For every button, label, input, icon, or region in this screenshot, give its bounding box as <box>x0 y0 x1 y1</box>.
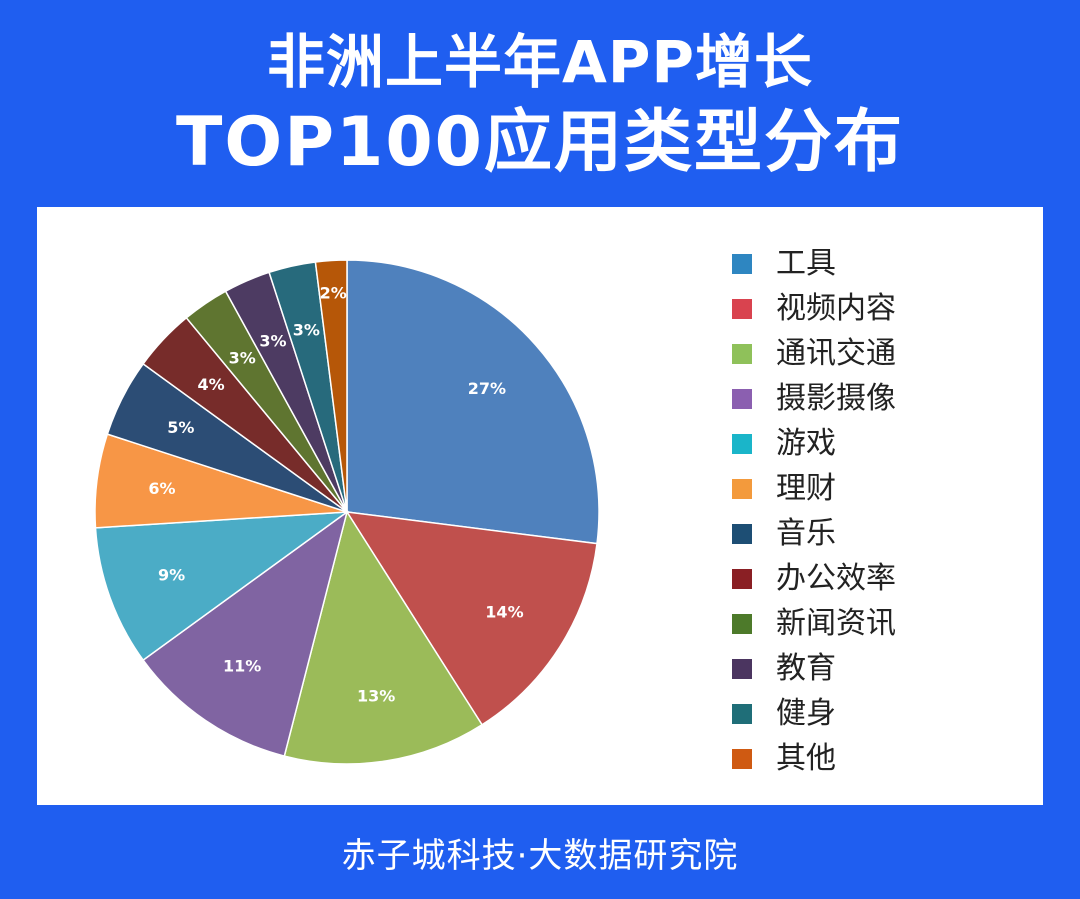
pie-slice <box>142 510 349 757</box>
legend-label: 游戏 <box>776 426 836 461</box>
legend-label: 健身 <box>776 696 836 731</box>
slice-data-label: 2% <box>320 284 347 303</box>
legend-item: 健身 <box>732 691 896 736</box>
slice-data-label: 3% <box>293 321 320 340</box>
slice-data-label: 3% <box>259 331 286 350</box>
legend-swatch <box>732 568 752 589</box>
legend-label: 其他 <box>776 741 836 776</box>
legend-item: 通讯交通 <box>732 331 896 376</box>
chart-panel: 27% 14% 13% 11% 9% 6% 5% 4% 3% 3% 3% 2% 工具 视频内容 通讯交通摄… <box>37 207 1043 805</box>
legend-label: 通讯交通 <box>776 336 896 371</box>
pie-slice <box>94 511 350 662</box>
legend-swatch <box>732 613 752 634</box>
legend-label: 音乐 <box>776 516 836 551</box>
legend-item: 教育 <box>732 646 896 691</box>
legend-swatch <box>732 388 752 409</box>
slice-data-label: 11% <box>223 657 261 676</box>
legend-swatch <box>732 433 752 454</box>
pie-slice <box>345 511 598 726</box>
slice-data-label: 27% <box>468 379 506 398</box>
legend-item: 办公效率 <box>732 556 896 601</box>
slice-data-label: 5% <box>167 418 194 437</box>
footer-credit: 赤子城科技·大数据研究院 <box>341 836 739 876</box>
slice-data-label: 6% <box>148 479 175 498</box>
legend-item: 工具 <box>732 241 896 286</box>
legend-item: 视频内容 <box>732 286 896 331</box>
legend-item: 摄影摄像 <box>732 376 896 421</box>
legend-swatch <box>732 748 752 769</box>
legend-swatch <box>732 298 752 319</box>
legend-item: 音乐 <box>732 511 896 556</box>
slice-data-label: 14% <box>485 602 523 621</box>
legend-swatch <box>732 523 752 544</box>
legend-swatch <box>732 658 752 679</box>
legend-item: 其他 <box>732 736 896 781</box>
slice-data-label: 13% <box>357 687 395 706</box>
legend-label: 工具 <box>776 246 836 281</box>
chart-title-line-2: TOP100应用类型分布 <box>176 103 904 182</box>
chart-legend: 工具视频内容通讯交通摄影摄像游戏理财音乐办公效率新闻资讯教育健身其他 <box>732 241 896 781</box>
legend-swatch <box>732 703 752 724</box>
slice-data-label: 4% <box>197 375 224 394</box>
legend-label: 摄影摄像 <box>776 381 896 416</box>
pie-slice <box>283 510 484 765</box>
legend-swatch <box>732 478 752 499</box>
pie-slice <box>314 259 348 513</box>
legend-label: 教育 <box>776 651 836 686</box>
legend-label: 新闻资讯 <box>776 606 896 641</box>
chart-title-line-1: 非洲上半年APP增长 <box>267 28 813 96</box>
legend-swatch <box>732 253 752 274</box>
legend-label: 办公效率 <box>776 561 896 596</box>
legend-item: 新闻资讯 <box>732 601 896 646</box>
slice-data-label: 9% <box>158 566 185 585</box>
legend-label: 视频内容 <box>776 291 896 326</box>
legend-swatch <box>732 343 752 364</box>
slice-data-label: 3% <box>229 348 256 367</box>
pie-slice <box>346 259 600 545</box>
legend-item: 游戏 <box>732 421 896 466</box>
pie-chart: 27%14%13%11%9%6%5%4%3%3%3%2% <box>94 259 600 765</box>
legend-label: 理财 <box>776 471 836 506</box>
legend-item: 理财 <box>732 466 896 511</box>
